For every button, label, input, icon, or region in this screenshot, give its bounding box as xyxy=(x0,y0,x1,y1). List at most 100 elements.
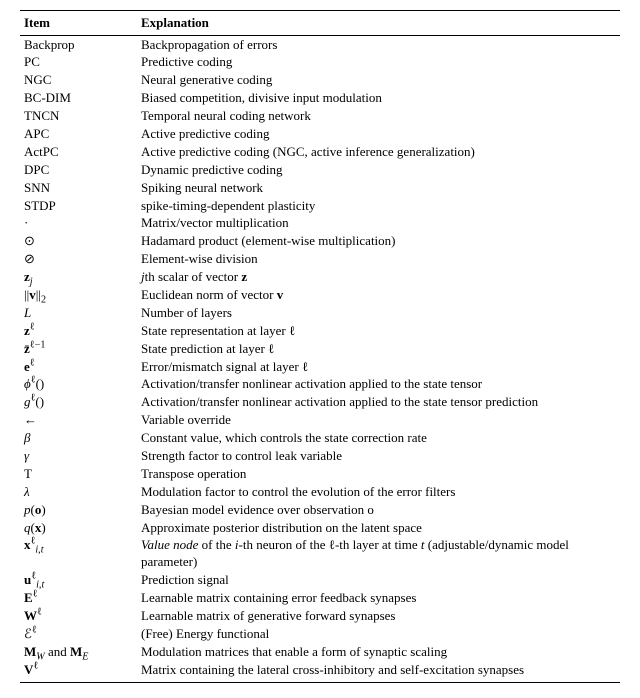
cell-item: APC xyxy=(20,125,137,143)
table-row: eℓError/mismatch signal at layer ℓ xyxy=(20,358,620,376)
cell-explanation: jth scalar of vector z xyxy=(137,269,620,287)
cell-item: λ xyxy=(20,483,137,501)
table-row: LNumber of layers xyxy=(20,304,620,322)
cell-item: MW and ME xyxy=(20,643,137,661)
table-row: βConstant value, which controls the stat… xyxy=(20,430,620,448)
table-row: APCActive predictive coding xyxy=(20,125,620,143)
cell-explanation: Number of layers xyxy=(137,304,620,322)
table-body: BackpropBackpropagation of errorsPCPredi… xyxy=(20,36,620,683)
cell-explanation: Activation/transfer nonlinear activation… xyxy=(137,394,620,412)
cell-explanation: Neural generative coding xyxy=(137,72,620,90)
cell-explanation: Activation/transfer nonlinear activation… xyxy=(137,376,620,394)
table-row: ⊘Element-wise division xyxy=(20,251,620,269)
cell-item: L xyxy=(20,304,137,322)
cell-item: uℓi,t xyxy=(20,572,137,590)
cell-item: ← xyxy=(20,412,137,430)
cell-item: xℓi,t xyxy=(20,537,137,572)
cell-explanation: Matrix containing the lateral cross-inhi… xyxy=(137,661,620,682)
cell-item: ℰℓ xyxy=(20,625,137,643)
cell-explanation: Modulation factor to control the evoluti… xyxy=(137,483,620,501)
cell-item: gℓ() xyxy=(20,394,137,412)
table-header-row: Item Explanation xyxy=(20,11,620,36)
table-row: MW and MEModulation matrices that enable… xyxy=(20,643,620,661)
cell-item: Wℓ xyxy=(20,608,137,626)
table-row: ·Matrix/vector multiplication xyxy=(20,215,620,233)
cell-explanation: Learnable matrix of generative forward s… xyxy=(137,608,620,626)
table-row: λModulation factor to control the evolut… xyxy=(20,483,620,501)
cell-explanation: Element-wise division xyxy=(137,251,620,269)
table-row: ℰℓ(Free) Energy functional xyxy=(20,625,620,643)
cell-explanation: Active predictive coding xyxy=(137,125,620,143)
cell-item: q(x) xyxy=(20,519,137,537)
cell-item: BC-DIM xyxy=(20,90,137,108)
table-row: z̄ℓ−1State prediction at layer ℓ xyxy=(20,340,620,358)
cell-explanation: Temporal neural coding network xyxy=(137,108,620,126)
table-row: STDPspike-timing-dependent plasticity xyxy=(20,197,620,215)
cell-item: STDP xyxy=(20,197,137,215)
cell-explanation: Learnable matrix containing error feedba… xyxy=(137,590,620,608)
table-row: γStrength factor to control leak variabl… xyxy=(20,447,620,465)
table-row: ||v||2Euclidean norm of vector v xyxy=(20,286,620,304)
table-row: zℓState representation at layer ℓ xyxy=(20,322,620,340)
cell-explanation: Modulation matrices that enable a form o… xyxy=(137,643,620,661)
cell-item: z̄ℓ−1 xyxy=(20,340,137,358)
table-row: zjjth scalar of vector z xyxy=(20,269,620,287)
notation-table-container: Item Explanation BackpropBackpropagation… xyxy=(0,0,640,698)
cell-item: TNCN xyxy=(20,108,137,126)
cell-explanation: Transpose operation xyxy=(137,465,620,483)
table-row: TNCNTemporal neural coding network xyxy=(20,108,620,126)
header-item: Item xyxy=(20,11,137,36)
cell-item: ⊘ xyxy=(20,251,137,269)
cell-item: · xyxy=(20,215,137,233)
notation-table: Item Explanation BackpropBackpropagation… xyxy=(20,10,620,683)
cell-item: eℓ xyxy=(20,358,137,376)
cell-item: ||v||2 xyxy=(20,286,137,304)
cell-item: β xyxy=(20,430,137,448)
cell-item: Backprop xyxy=(20,36,137,54)
cell-explanation: Approximate posterior distribution on th… xyxy=(137,519,620,537)
table-row: EℓLearnable matrix containing error feed… xyxy=(20,590,620,608)
table-row: p(o)Bayesian model evidence over observa… xyxy=(20,501,620,519)
table-row: TTranspose operation xyxy=(20,465,620,483)
cell-explanation: Dynamic predictive coding xyxy=(137,161,620,179)
cell-explanation: Predictive coding xyxy=(137,54,620,72)
cell-item: PC xyxy=(20,54,137,72)
cell-explanation: State representation at layer ℓ xyxy=(137,322,620,340)
cell-explanation: Euclidean norm of vector v xyxy=(137,286,620,304)
cell-explanation: Hadamard product (element-wise multiplic… xyxy=(137,233,620,251)
table-row: BackpropBackpropagation of errors xyxy=(20,36,620,54)
table-row: q(x)Approximate posterior distribution o… xyxy=(20,519,620,537)
table-row: xℓi,tValue node of the i-th neuron of th… xyxy=(20,537,620,572)
cell-item: zj xyxy=(20,269,137,287)
cell-item: ActPC xyxy=(20,143,137,161)
cell-item: SNN xyxy=(20,179,137,197)
table-row: SNNSpiking neural network xyxy=(20,179,620,197)
cell-explanation: Constant value, which controls the state… xyxy=(137,430,620,448)
table-row: PCPredictive coding xyxy=(20,54,620,72)
cell-explanation: (Free) Energy functional xyxy=(137,625,620,643)
cell-explanation: Strength factor to control leak variable xyxy=(137,447,620,465)
cell-explanation: State prediction at layer ℓ xyxy=(137,340,620,358)
table-row: WℓLearnable matrix of generative forward… xyxy=(20,608,620,626)
cell-explanation: Biased competition, divisive input modul… xyxy=(137,90,620,108)
cell-item: DPC xyxy=(20,161,137,179)
table-row: gℓ()Activation/transfer nonlinear activa… xyxy=(20,394,620,412)
cell-explanation: Variable override xyxy=(137,412,620,430)
table-row: NGCNeural generative coding xyxy=(20,72,620,90)
table-row: DPCDynamic predictive coding xyxy=(20,161,620,179)
cell-item: NGC xyxy=(20,72,137,90)
cell-explanation: Active predictive coding (NGC, active in… xyxy=(137,143,620,161)
cell-explanation: Matrix/vector multiplication xyxy=(137,215,620,233)
cell-explanation: Value node of the i-th neuron of the ℓ-t… xyxy=(137,537,620,572)
table-row: BC-DIMBiased competition, divisive input… xyxy=(20,90,620,108)
table-row: ActPCActive predictive coding (NGC, acti… xyxy=(20,143,620,161)
header-explanation: Explanation xyxy=(137,11,620,36)
cell-item: γ xyxy=(20,447,137,465)
cell-item: ⊙ xyxy=(20,233,137,251)
table-row: ←Variable override xyxy=(20,412,620,430)
cell-item: T xyxy=(20,465,137,483)
cell-explanation: Prediction signal xyxy=(137,572,620,590)
cell-item: zℓ xyxy=(20,322,137,340)
table-row: VℓMatrix containing the lateral cross-in… xyxy=(20,661,620,682)
cell-explanation: Backpropagation of errors xyxy=(137,36,620,54)
